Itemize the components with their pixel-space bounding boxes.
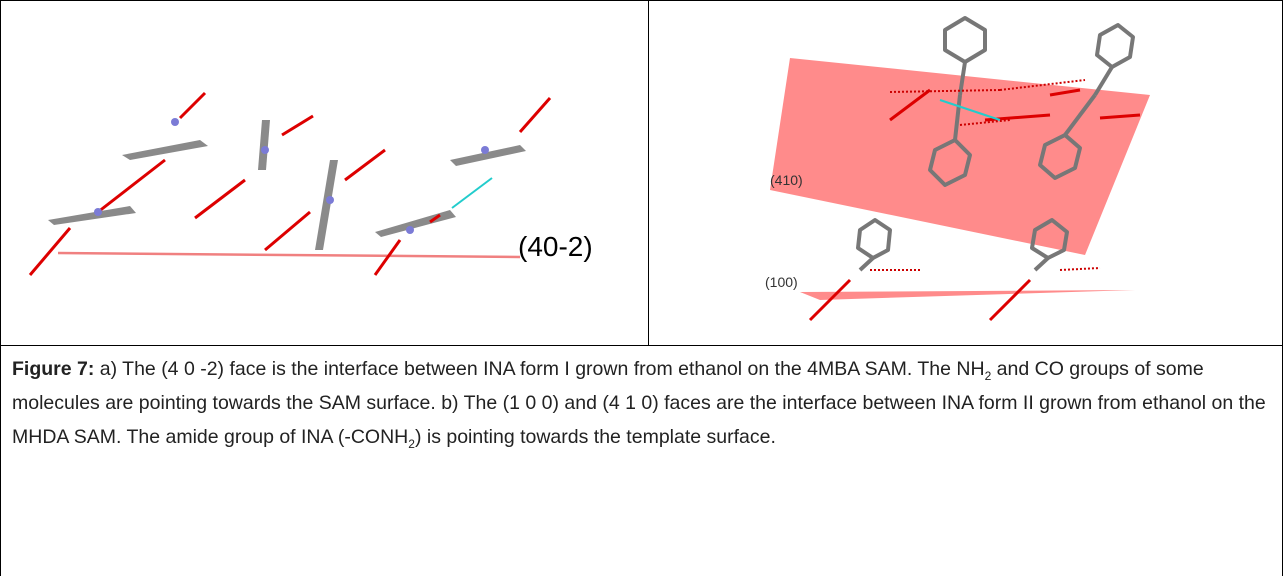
structure-shape [808,278,852,322]
figure-label: Figure 7: [12,358,95,380]
atom [326,196,334,204]
atom [481,146,489,154]
shape-group [856,16,1135,272]
structure-shape [264,210,311,252]
caption-text: a) The (4 0 -2) face is the interface be… [99,358,985,380]
structure-shape [1095,23,1135,69]
caption-text: and CO groups of some molecules are poin… [12,358,1266,448]
structure-shape [1063,93,1097,137]
structure-shape [57,251,521,259]
figure-images: (40-2) (410) (100) [28,16,1150,322]
structure-shape [1093,65,1114,97]
structure-shape [97,158,166,214]
plane-label: (40-2) [518,231,593,262]
structure-shape [315,160,338,250]
row-divider [0,345,1283,346]
structure-shape [943,16,987,64]
atom [94,208,102,216]
structure-shape [28,227,72,276]
figure-caption: Figure 7: a) The (4 0 -2) face is the in… [12,352,1274,454]
structure-shape [770,58,1150,255]
subscript: 2 [984,368,992,383]
plane-label: (100) [765,274,798,290]
structure-shape [451,177,493,209]
structure-shape [939,99,1001,121]
shape-group [870,79,1101,271]
structure-shape [373,239,402,276]
structure-shape [988,278,1032,322]
structure-shape [178,91,207,120]
structure-shape [281,114,314,137]
structure-shape [258,120,270,170]
structure-shape [856,218,892,260]
structure-shape [344,148,386,182]
structure-shape [48,206,136,225]
shape-group [94,118,489,234]
structure-shape [122,140,208,160]
atom [261,146,269,154]
structure-shape [518,97,552,133]
structure-shape [429,213,441,224]
structure-shape [450,145,526,166]
structure-shape [889,88,931,122]
plane-label: (410) [770,172,803,188]
structure-shape [958,61,967,96]
structure-shape [858,256,875,272]
structure-shape [1059,267,1101,271]
structure-shape [1099,113,1141,120]
structure-shape [1030,218,1069,260]
cell-divider [648,0,649,345]
structure-shape [194,178,246,220]
structure-shape [375,210,456,237]
structure-shape [800,290,1135,300]
caption-text: ) is pointing towards the template surfa… [414,426,776,448]
structure-shape [1033,256,1050,272]
subscript: 2 [408,436,415,451]
panel-b: (410) (100) [765,16,1150,322]
shape-group [808,88,1141,322]
structure-shape [1049,88,1081,97]
structure-shape [953,94,962,141]
shape-group [28,91,552,276]
structure-shape [959,119,1011,126]
panel-a: (40-2) [28,91,593,276]
atom [171,118,179,126]
atom [406,226,414,234]
